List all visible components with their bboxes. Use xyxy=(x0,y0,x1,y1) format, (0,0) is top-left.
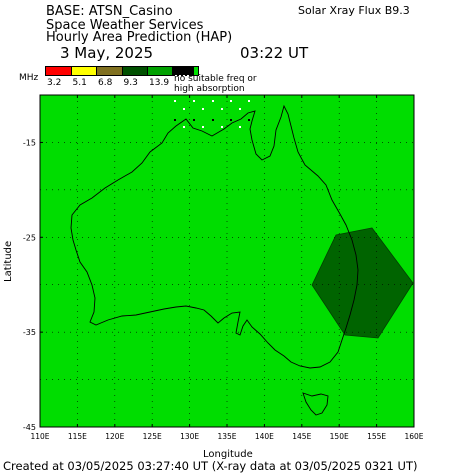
no-freq-label-2: high absorption xyxy=(174,84,245,94)
latitude-axis: -15 -25 -35 -45 xyxy=(23,138,43,432)
lat-tick-label: -15 xyxy=(23,138,36,147)
lon-tick-label: 140E xyxy=(255,432,274,441)
no-freq-dot xyxy=(221,126,223,128)
lat-tick-label: -25 xyxy=(23,233,36,242)
no-freq-dot xyxy=(248,119,250,121)
no-freq-dot xyxy=(202,108,204,110)
no-freq-dot xyxy=(239,126,241,128)
lat-tick-label: -35 xyxy=(23,328,36,337)
y-axis-label: Latitude xyxy=(3,240,14,282)
lon-tick-label: 160E xyxy=(404,432,423,441)
no-freq-dot xyxy=(193,119,195,121)
footer-created-at: Created at 03/05/2025 03:27:40 UT (X-ray… xyxy=(3,459,418,473)
lon-tick-label: 145E xyxy=(292,432,311,441)
no-freq-dot xyxy=(183,108,185,110)
no-freq-area xyxy=(174,100,250,128)
lon-tick-label: 135E xyxy=(217,432,236,441)
no-freq-dot xyxy=(221,108,223,110)
legend-bin-label: 9.3 xyxy=(123,78,138,88)
lon-tick-label: 150E xyxy=(330,432,349,441)
no-freq-dot xyxy=(174,100,176,102)
no-freq-dot xyxy=(212,100,214,102)
lon-tick-label: 110E xyxy=(30,432,49,441)
longitude-axis: 110E 115E 120E 125E 130E 135E 140E 145E 150E 155E… xyxy=(30,95,424,441)
map-grid xyxy=(40,95,414,427)
tasmania-coastline xyxy=(302,392,329,416)
lat-tick-label: -45 xyxy=(23,423,36,432)
no-freq-swatch xyxy=(172,66,194,81)
base-label: BASE: ATSN_Casino xyxy=(46,4,173,19)
no-freq-dot xyxy=(230,100,232,102)
lon-tick-label: 130E xyxy=(180,432,199,441)
frequency-zone-high xyxy=(311,227,414,339)
australia-coastline xyxy=(70,104,359,369)
legend-unit: MHz xyxy=(19,73,39,83)
lon-tick-label: 115E xyxy=(68,432,87,441)
forecast-time: 03:22 UT xyxy=(240,44,309,62)
legend-bin-label: 3.2 xyxy=(47,78,62,88)
lon-tick-label: 125E xyxy=(143,432,162,441)
forecast-date: 3 May, 2025 xyxy=(60,44,154,62)
no-freq-label-1: no suitable freq or xyxy=(174,74,257,84)
lon-tick-label: 155E xyxy=(367,432,386,441)
no-freq-dot xyxy=(202,126,204,128)
no-freq-dot xyxy=(193,100,195,102)
x-axis-label: Longitude xyxy=(203,449,253,460)
grid-pattern-icon xyxy=(175,75,189,81)
lon-tick-label: 120E xyxy=(105,432,124,441)
no-freq-dot xyxy=(239,108,241,110)
xray-flux-label: Solar Xray Flux B9.3 xyxy=(298,4,410,17)
service-name: Space Weather Services xyxy=(46,18,204,33)
legend-bin-label: 13.9 xyxy=(149,78,170,88)
no-freq-dot xyxy=(183,126,185,128)
no-freq-dot xyxy=(174,119,176,121)
no-freq-dot xyxy=(212,119,214,121)
product-name: Hourly Area Prediction (HAP) xyxy=(46,30,233,45)
legend-bin-label: 6.8 xyxy=(98,78,113,88)
legend-bin-label: 5.1 xyxy=(72,78,87,88)
no-freq-dot xyxy=(248,100,250,102)
no-freq-dot xyxy=(230,119,232,121)
